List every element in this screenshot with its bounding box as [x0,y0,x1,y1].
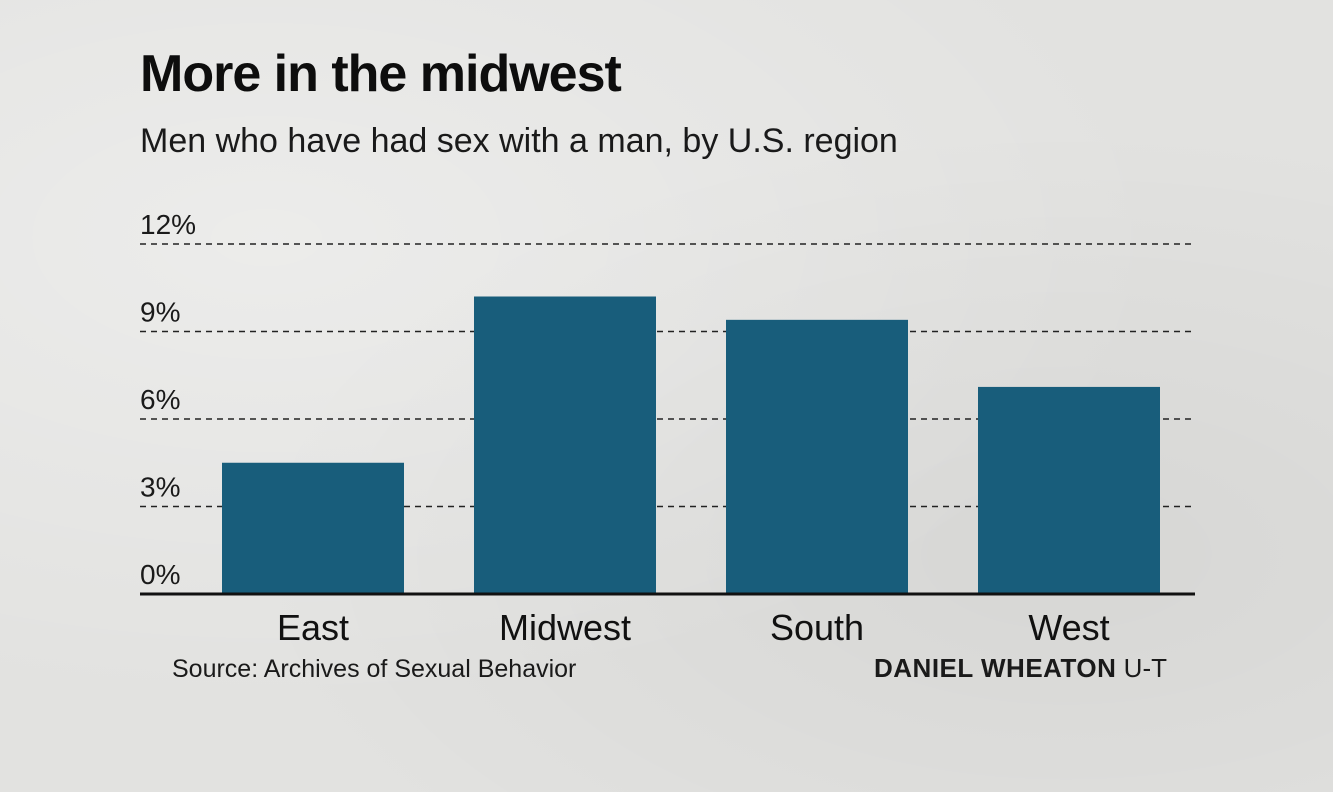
y-tick-label: 3% [140,472,180,503]
y-tick-label: 6% [140,384,180,415]
x-axis-tick-labels: East Midwest South West [277,607,1110,648]
chart-subtitle: Men who have had sex with a man, by U.S.… [140,122,898,160]
bar-west [978,386,1160,594]
credit-org: U-T [1123,653,1167,683]
x-tick-label: Midwest [499,607,631,648]
x-tick-label: West [1028,607,1109,648]
credit-line: DANIEL WHEATON U-T [874,653,1167,684]
y-axis-tick-labels: 0% 3% 6% 9% 12% [140,209,196,590]
bar-south [726,319,908,594]
bar-midwest [474,296,656,594]
bar-east [222,462,404,594]
y-tick-label: 9% [140,297,180,328]
chart-title: More in the midwest [140,45,622,103]
x-tick-label: South [770,607,864,648]
credit-name: DANIEL WHEATON [873,653,1117,683]
y-tick-label: 12% [140,209,196,240]
x-tick-label: East [277,607,349,648]
bars [222,296,1160,594]
source-note: Source: Archives of Sexual Behavior [172,655,577,683]
y-tick-label: 0% [140,559,180,590]
